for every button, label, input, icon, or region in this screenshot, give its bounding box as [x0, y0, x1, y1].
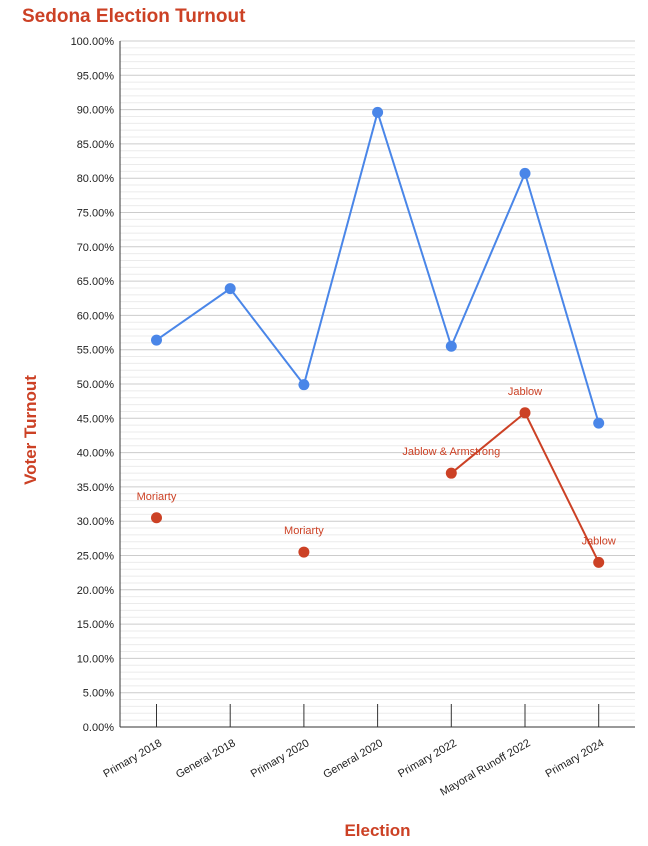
axes — [119, 41, 635, 728]
x-tick-label: General 2020 — [321, 737, 385, 781]
data-label: Jablow — [508, 386, 542, 398]
y-tick-label: 20.00% — [77, 585, 115, 597]
data-point — [593, 556, 605, 568]
y-tick-label: 65.00% — [77, 276, 115, 288]
x-axis-title: Election — [344, 821, 411, 840]
x-tick-label: Primary 2018 — [101, 737, 164, 780]
data-label: Jablow & Armstrong — [402, 446, 500, 458]
y-tick-label: 15.00% — [77, 619, 115, 631]
series-lines — [155, 108, 600, 563]
y-tick-label: 60.00% — [77, 310, 115, 322]
y-tick-label: 25.00% — [77, 551, 115, 563]
y-tick-label: 80.00% — [77, 173, 115, 185]
y-tick-label: 45.00% — [77, 413, 115, 425]
y-tick-label: 30.00% — [77, 516, 115, 528]
y-tick-label: 5.00% — [83, 688, 114, 700]
data-point — [224, 283, 236, 295]
x-tick-label: Primary 2024 — [544, 737, 607, 780]
data-point — [151, 334, 162, 346]
y-tick-label: 85.00% — [77, 139, 115, 151]
data-point — [372, 106, 384, 118]
y-tick-label: 50.00% — [77, 379, 115, 391]
data-point — [298, 379, 310, 391]
chart-title: Sedona Election Turnout — [22, 6, 246, 27]
data-point — [519, 407, 531, 419]
y-tick-label: 55.00% — [77, 345, 115, 357]
grid-lines — [120, 40, 635, 728]
data-label: Moriarty — [284, 525, 324, 537]
y-tick-label: 70.00% — [77, 242, 115, 254]
y-tick-label: 35.00% — [77, 482, 115, 494]
y-tick-label: 10.00% — [77, 653, 115, 665]
data-point — [445, 467, 457, 479]
data-point — [593, 417, 605, 429]
y-tick-label: 40.00% — [77, 448, 115, 460]
x-tick-labels: Primary 2018 General 2018 Primary 2020 Gene… — [101, 737, 606, 798]
x-tick-label: Primary 2020 — [249, 737, 312, 780]
data-label: Moriarty — [137, 491, 177, 503]
y-tick-label: 90.00% — [77, 105, 115, 117]
series-points — [151, 106, 605, 568]
data-point — [519, 167, 531, 179]
data-label: Jablow — [582, 535, 616, 547]
data-labels: Moriarty Moriarty Jablow & Armstrong Jablow… — [137, 386, 616, 548]
x-tick-label: Primary 2022 — [396, 737, 459, 780]
y-tick-label: 75.00% — [77, 208, 115, 220]
data-point — [298, 546, 310, 558]
y-tick-label: 0.00% — [83, 722, 114, 734]
y-tick-labels: 0.00% 5.00% 10.00% 15.00% 20.00% 25.00% 30.00%… — [71, 36, 115, 734]
data-point — [445, 340, 457, 352]
x-tick-label: General 2018 — [174, 737, 238, 781]
y-tick-label: 100.00% — [71, 36, 115, 48]
data-point — [151, 512, 162, 524]
series-line-1 — [450, 411, 600, 563]
y-tick-label: 95.00% — [77, 70, 115, 82]
